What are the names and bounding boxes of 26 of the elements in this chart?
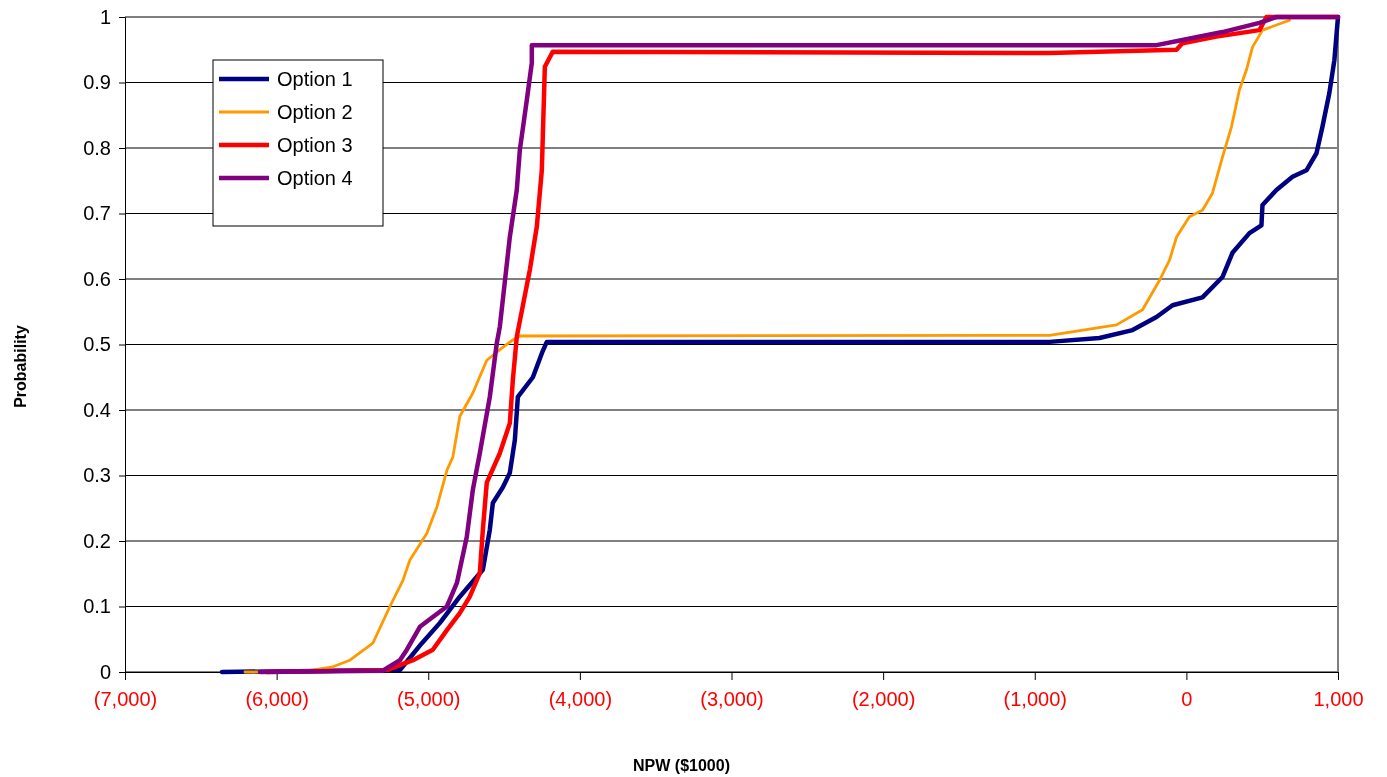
x-tick-label: 0 <box>1181 688 1193 711</box>
y-tick-label: 0.3 <box>83 464 111 487</box>
y-tick-label: 0.6 <box>83 267 111 290</box>
x-tick-label: (7,000) <box>93 688 158 711</box>
x-tick-label: (3,000) <box>700 688 764 711</box>
legend-label: Option 4 <box>277 167 353 189</box>
legend-label: Option 2 <box>277 101 353 123</box>
x-tick-label: (2,000) <box>851 688 916 711</box>
y-tick-label: 1 <box>99 5 111 28</box>
x-tick-label: (5,000) <box>397 688 461 711</box>
x-axis-title: NPW ($1000) <box>633 757 730 774</box>
legend-label: Option 1 <box>277 68 353 90</box>
y-axis-title: Probability <box>12 325 29 408</box>
y-tick-label: 0.2 <box>83 529 111 552</box>
legend-label: Option 3 <box>277 134 353 156</box>
x-tick-label: 1,000 <box>1313 688 1364 711</box>
y-tick-label: 0.8 <box>83 136 111 159</box>
x-tick-label: (6,000) <box>245 688 309 711</box>
x-tick-label: (1,000) <box>1003 688 1067 711</box>
x-tick-label: (4,000) <box>548 688 613 711</box>
y-tick-label: 0.7 <box>83 202 111 225</box>
y-tick-label: 0.4 <box>83 398 111 421</box>
y-tick-label: 0.5 <box>83 333 111 356</box>
y-tick-label: 0.1 <box>83 595 111 618</box>
y-tick-label: 0 <box>99 660 111 683</box>
y-tick-label: 0.9 <box>83 71 111 94</box>
